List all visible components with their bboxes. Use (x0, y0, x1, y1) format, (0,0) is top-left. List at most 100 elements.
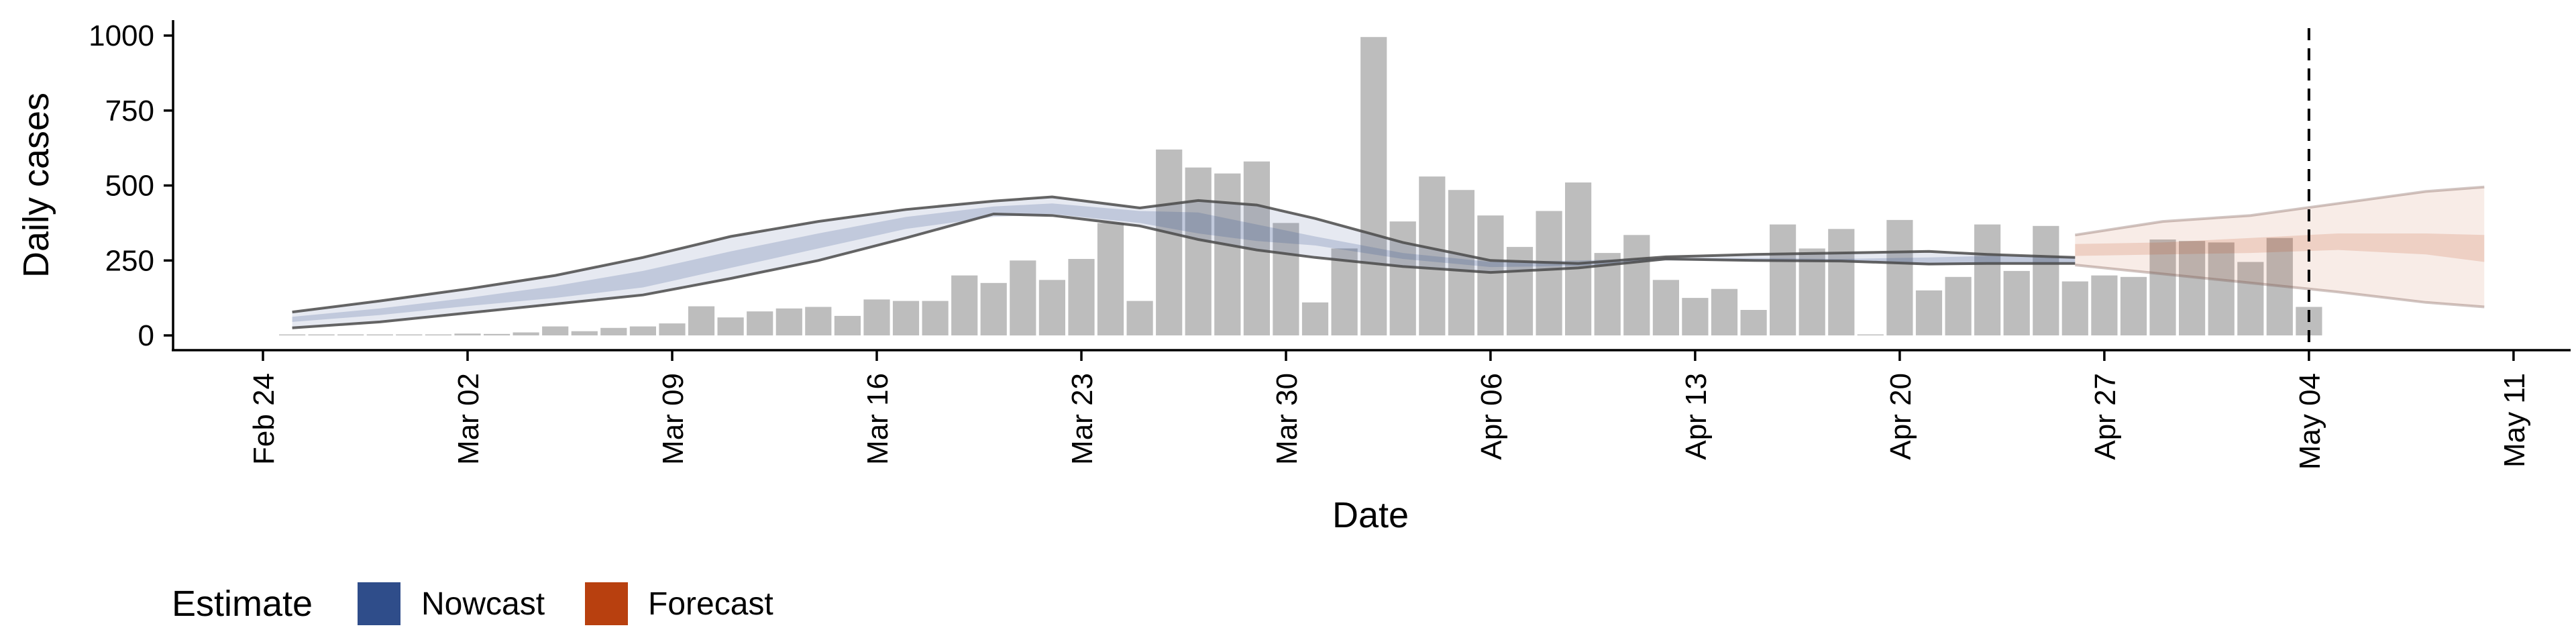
forecast-upper-line (2074, 185, 2485, 237)
bar (1740, 310, 1767, 335)
bar (1448, 190, 1474, 335)
bar (922, 301, 949, 335)
x-tick-label: Apr 13 (1680, 373, 1713, 460)
bar (629, 326, 656, 335)
legend-label-forecast: Forecast (648, 586, 773, 622)
y-tick-label: 250 (105, 244, 154, 277)
forecast-lower-line (2075, 264, 2485, 309)
nowcast-upper-line (292, 195, 2076, 314)
y-tick-label: 500 (105, 170, 154, 203)
bar (2061, 281, 2088, 335)
bar (1536, 211, 1562, 335)
x-tick-label: Apr 27 (2089, 373, 2122, 460)
bar (454, 333, 481, 335)
forecast-layer (2074, 185, 2485, 309)
bar (1623, 235, 1650, 335)
bar (951, 275, 978, 335)
forecast-band-90 (2075, 186, 2485, 307)
x-tick-label: Apr 06 (1475, 373, 1508, 460)
bar (425, 334, 451, 335)
y-tick-label: 1000 (89, 19, 154, 52)
bar (571, 331, 598, 335)
bar (1711, 288, 1738, 335)
forecast-band-50 (2075, 233, 2485, 262)
bar (366, 334, 393, 335)
x-tick-label: Mar 30 (1271, 373, 1303, 465)
bar (747, 311, 773, 335)
bar (2266, 237, 2293, 335)
x-tick-label: Mar 09 (657, 373, 690, 465)
legend: Estimate Nowcast Forecast (172, 582, 773, 625)
bar (1915, 290, 1943, 335)
bar (2237, 262, 2264, 335)
bar (484, 333, 511, 335)
bar (1652, 280, 1679, 335)
nowcast-band-50 (292, 203, 2076, 322)
bar (1419, 176, 1446, 335)
bar (1097, 223, 1124, 335)
x-tick-label: Mar 23 (1066, 373, 1099, 465)
nowcast-lower-line (292, 212, 2076, 329)
bar (1886, 219, 1913, 335)
x-axis: Feb 24 Mar 02 Mar 09 Mar 16 Mar 23 Mar 30 Apr … (248, 350, 2531, 470)
bar (1828, 229, 1855, 335)
bar (337, 334, 364, 335)
x-axis-title: Date (1332, 495, 1409, 535)
bar (1273, 223, 1299, 335)
bar (2003, 270, 2030, 335)
bar (892, 301, 920, 335)
legend-label-nowcast: Nowcast (421, 586, 545, 622)
bar (863, 299, 890, 335)
x-tick-label: May 11 (2498, 373, 2531, 468)
bar (1331, 248, 1358, 335)
bar (2149, 239, 2176, 335)
x-tick-label: Mar 16 (861, 373, 894, 465)
bar (513, 332, 539, 335)
bar (980, 282, 1007, 335)
y-axis-title: Daily cases (16, 93, 56, 278)
y-axis: 0 250 500 750 1000 (89, 19, 173, 352)
bar (1477, 215, 1504, 335)
bar (279, 334, 306, 335)
legend-title: Estimate (172, 584, 313, 624)
bar (1857, 334, 1884, 335)
bar (1214, 173, 1241, 335)
bar (805, 307, 832, 335)
bar (1185, 167, 1212, 335)
bar (659, 323, 686, 335)
bar (1770, 224, 1796, 335)
x-tick-label: Apr 20 (1884, 373, 1917, 460)
bar (1156, 149, 1183, 335)
bar (1682, 298, 1709, 335)
legend-swatch-nowcast (358, 582, 400, 625)
bar (717, 317, 744, 335)
x-tick-label: May 04 (2294, 373, 2326, 470)
bar (1945, 276, 1972, 335)
legend-swatch-forecast (585, 582, 628, 625)
x-tick-label: Feb 24 (248, 373, 280, 465)
bar (542, 326, 569, 335)
bar (2179, 241, 2206, 335)
bar (1974, 224, 2001, 335)
bar (1360, 37, 1387, 335)
bars-layer (279, 37, 2322, 336)
bar (2091, 275, 2118, 335)
y-tick-label: 0 (138, 319, 154, 352)
bar (396, 334, 423, 335)
bar (1565, 182, 1592, 335)
bar (1010, 260, 1036, 336)
y-tick-label: 750 (105, 95, 154, 127)
bar (2208, 242, 2235, 335)
x-tick-label: Mar 02 (452, 373, 485, 465)
bar (1126, 301, 1153, 335)
bar (1038, 280, 1065, 335)
bar (1301, 302, 1329, 335)
nowcast-band-90 (292, 197, 2076, 328)
bar (600, 327, 627, 335)
bar (775, 308, 802, 335)
bar (1068, 259, 1095, 335)
bar (834, 315, 861, 335)
bar (688, 306, 715, 335)
bar (2120, 276, 2147, 335)
